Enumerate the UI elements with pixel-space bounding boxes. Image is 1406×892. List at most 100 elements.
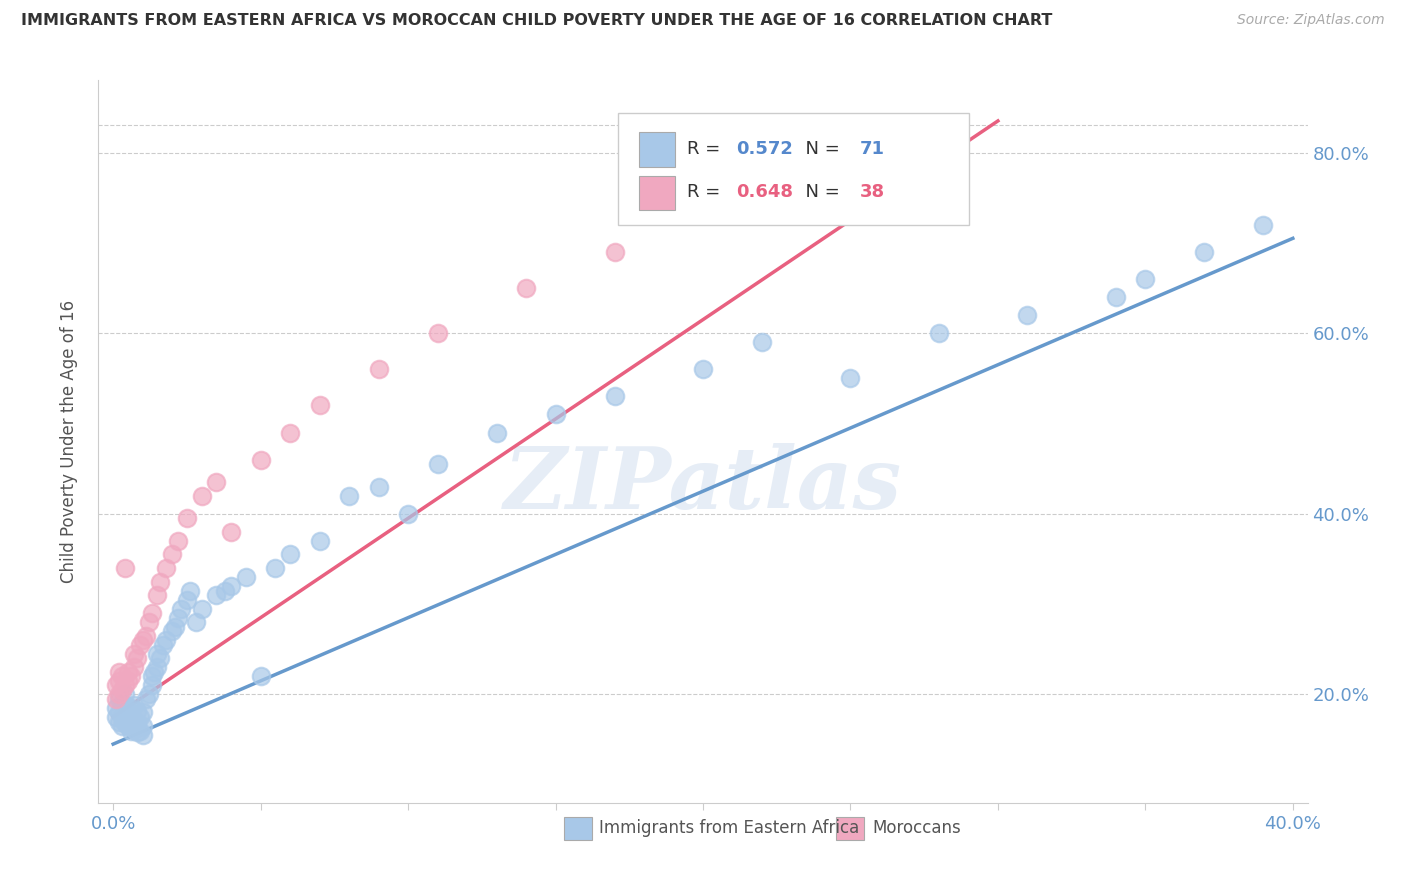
Point — [122, 722, 145, 736]
Point — [108, 665, 131, 679]
Point — [108, 673, 131, 688]
Text: N =: N = — [793, 183, 845, 202]
Point — [146, 660, 169, 674]
Point — [120, 701, 142, 715]
Point — [135, 629, 157, 643]
Point — [122, 698, 145, 713]
FancyBboxPatch shape — [837, 816, 863, 840]
Point — [264, 561, 287, 575]
Text: IMMIGRANTS FROM EASTERN AFRICA VS MOROCCAN CHILD POVERTY UNDER THE AGE OF 16 COR: IMMIGRANTS FROM EASTERN AFRICA VS MOROCC… — [21, 13, 1053, 29]
Point — [485, 425, 508, 440]
Text: 71: 71 — [860, 140, 886, 158]
Point — [249, 669, 271, 683]
Point — [111, 719, 134, 733]
Point — [152, 638, 174, 652]
Point — [125, 716, 148, 731]
Text: Immigrants from Eastern Africa: Immigrants from Eastern Africa — [599, 819, 859, 837]
Point — [190, 489, 212, 503]
Point — [308, 398, 330, 412]
Point — [128, 723, 150, 738]
Point — [751, 335, 773, 350]
Point — [1253, 218, 1275, 232]
Point — [111, 682, 134, 697]
Point — [117, 673, 139, 688]
Point — [603, 389, 626, 403]
Point — [167, 610, 190, 624]
FancyBboxPatch shape — [564, 816, 592, 840]
Point — [544, 408, 567, 422]
Point — [111, 697, 134, 711]
Point — [111, 669, 134, 683]
Text: Source: ZipAtlas.com: Source: ZipAtlas.com — [1237, 13, 1385, 28]
Text: Moroccans: Moroccans — [872, 819, 962, 837]
Point — [278, 425, 301, 440]
Point — [125, 725, 148, 739]
Point — [117, 719, 139, 733]
Point — [1105, 290, 1128, 304]
Point — [105, 710, 128, 724]
Point — [117, 665, 139, 679]
Text: R =: R = — [688, 183, 727, 202]
Point — [122, 647, 145, 661]
Point — [692, 362, 714, 376]
Point — [214, 583, 236, 598]
Point — [120, 723, 142, 738]
Point — [120, 669, 142, 683]
Point — [122, 660, 145, 674]
Point — [120, 714, 142, 729]
Point — [928, 326, 950, 341]
Point — [337, 489, 360, 503]
Point — [167, 533, 190, 548]
Point — [165, 620, 187, 634]
Point — [138, 615, 160, 630]
Point — [138, 687, 160, 701]
Point — [143, 665, 166, 679]
Point — [114, 561, 136, 575]
Point — [114, 707, 136, 722]
Point — [205, 588, 228, 602]
Point — [135, 692, 157, 706]
Point — [125, 704, 148, 718]
Point — [141, 606, 163, 620]
Point — [367, 362, 389, 376]
Point — [108, 714, 131, 729]
Point — [105, 692, 128, 706]
Point — [141, 678, 163, 692]
Point — [396, 507, 419, 521]
Point — [117, 713, 139, 727]
Point — [117, 704, 139, 718]
Y-axis label: Child Poverty Under the Age of 16: Child Poverty Under the Age of 16 — [59, 300, 77, 583]
Point — [131, 728, 153, 742]
Point — [367, 480, 389, 494]
FancyBboxPatch shape — [638, 176, 675, 211]
Point — [1194, 244, 1216, 259]
Point — [146, 647, 169, 661]
Point — [114, 698, 136, 713]
Point — [603, 244, 626, 259]
Point — [1017, 308, 1039, 322]
Point — [105, 701, 128, 715]
Text: N =: N = — [793, 140, 845, 158]
Point — [131, 706, 153, 720]
Point — [122, 713, 145, 727]
Text: 0.572: 0.572 — [735, 140, 793, 158]
FancyBboxPatch shape — [638, 132, 675, 167]
Point — [128, 710, 150, 724]
Point — [426, 457, 449, 471]
Point — [249, 452, 271, 467]
Point — [176, 511, 198, 525]
Point — [308, 533, 330, 548]
Point — [278, 548, 301, 562]
Point — [1135, 272, 1157, 286]
Point — [928, 145, 950, 160]
Point — [179, 583, 201, 598]
Point — [160, 548, 183, 562]
Point — [176, 592, 198, 607]
Point — [125, 651, 148, 665]
Point — [149, 574, 172, 589]
Point — [111, 710, 134, 724]
Point — [184, 615, 207, 630]
Point — [170, 601, 193, 615]
Point — [160, 624, 183, 639]
Point — [108, 706, 131, 720]
